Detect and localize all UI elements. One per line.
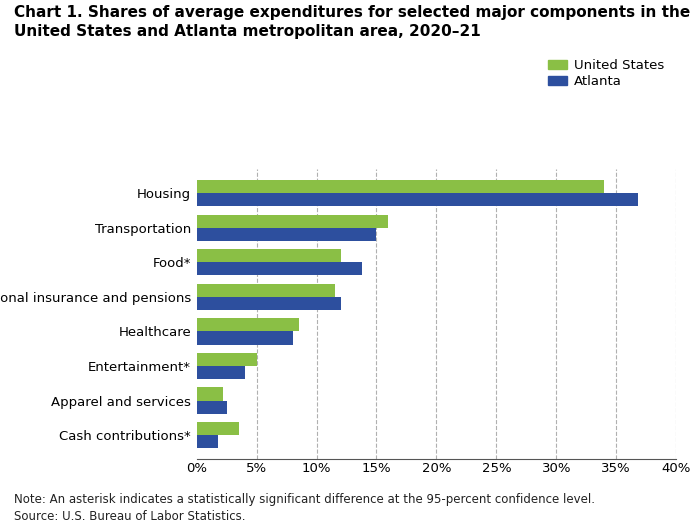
Text: Note: An asterisk indicates a statistically significant difference at the 95-per: Note: An asterisk indicates a statistica… — [14, 493, 595, 523]
Bar — [197, 249, 341, 262]
Bar — [197, 318, 299, 332]
Bar — [197, 297, 341, 310]
Bar — [197, 228, 377, 241]
Bar — [197, 284, 335, 297]
Bar — [197, 262, 362, 276]
Bar — [197, 388, 223, 401]
Text: Chart 1. Shares of average expenditures for selected major components in the
Uni: Chart 1. Shares of average expenditures … — [14, 5, 690, 39]
Bar — [197, 401, 226, 414]
Bar — [197, 214, 388, 228]
Bar — [197, 180, 604, 193]
Bar — [197, 435, 218, 448]
Bar — [197, 422, 239, 435]
Bar — [197, 353, 257, 366]
Bar — [197, 332, 293, 345]
Legend: United States, Atlanta: United States, Atlanta — [542, 53, 669, 93]
Bar — [197, 193, 638, 206]
Bar — [197, 366, 244, 379]
